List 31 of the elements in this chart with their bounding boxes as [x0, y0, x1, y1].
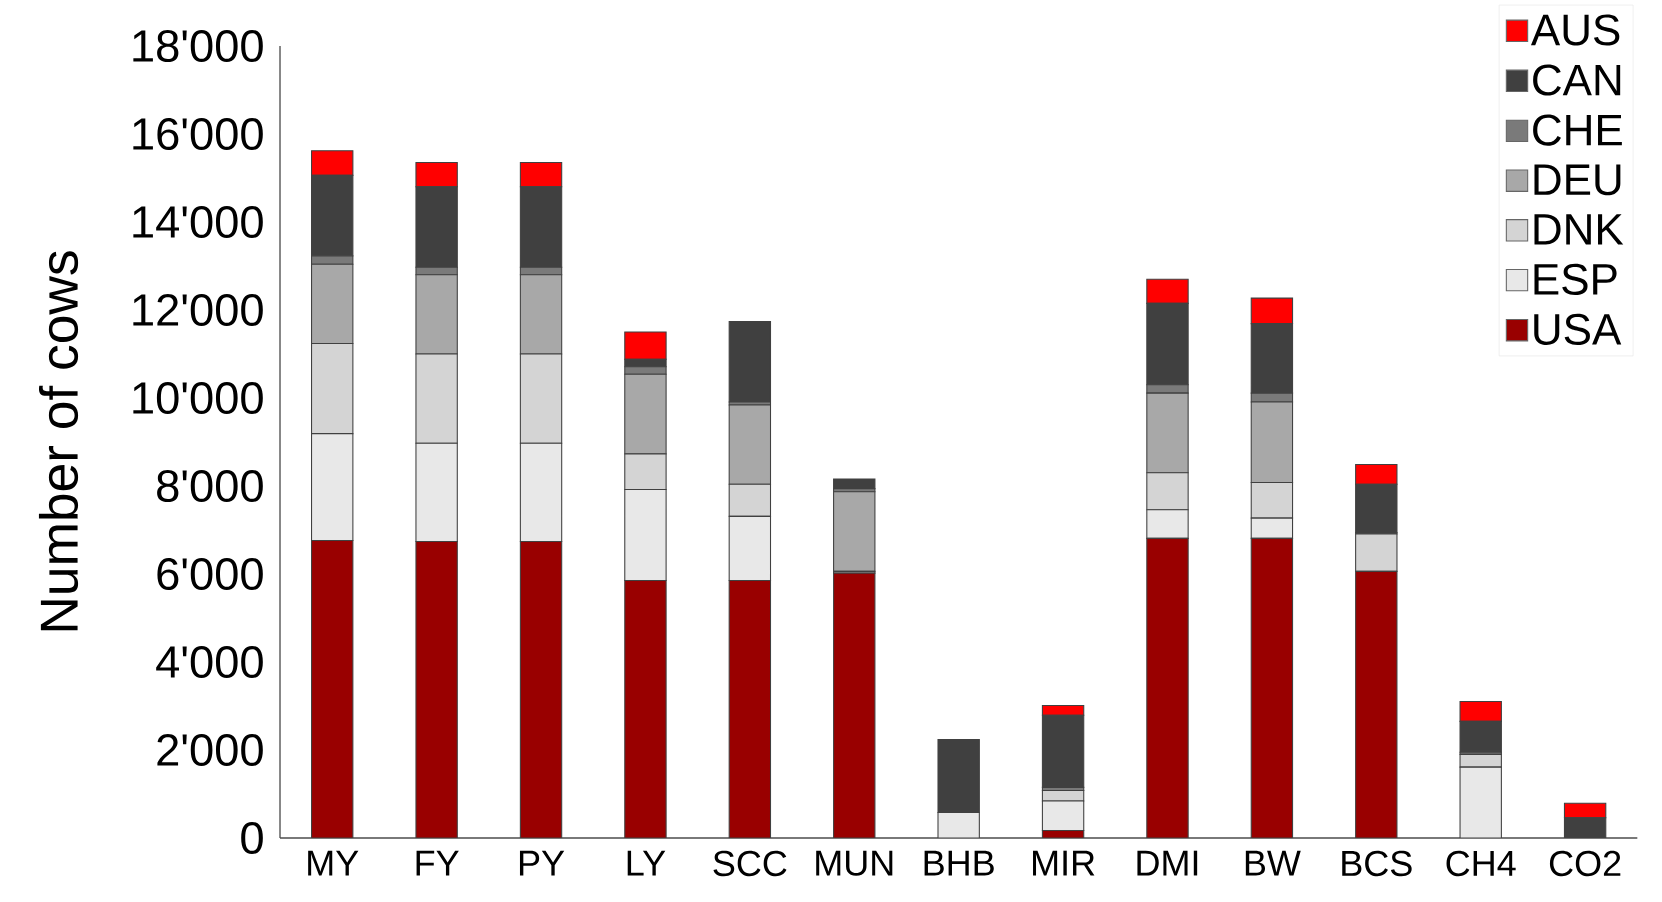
x-tick-label: MUN [816, 850, 893, 876]
x-tick-label: LY [627, 850, 666, 876]
legend-label: CHE [1533, 114, 1622, 146]
y-tick-label: 2'000 [157, 733, 263, 767]
legend-label: AUS [1530, 14, 1620, 46]
y-tick-label: 16'000 [133, 117, 263, 151]
legend-label: USA [1534, 313, 1622, 345]
x-tick-label: FY [416, 850, 459, 876]
y-tick-label: 6'000 [157, 557, 263, 591]
x-tick-label: CH4 [1446, 850, 1516, 877]
y-axis-title: Number of cows [38, 251, 79, 631]
y-tick-label: 8'000 [157, 469, 263, 503]
legend-label: ESP [1534, 263, 1617, 295]
x-tick-label: BW [1245, 850, 1301, 876]
y-tick-label: 14'000 [133, 205, 263, 239]
y-tick-label: 0 [241, 821, 263, 855]
x-tick-label: MIR [1033, 850, 1095, 876]
legend-label: DEU [1534, 164, 1621, 196]
x-tick-label: CO2 [1549, 850, 1621, 877]
legend-label: DNK [1534, 214, 1624, 245]
x-tick-label: DMI [1137, 850, 1198, 876]
x-tick-label: PY [519, 850, 565, 876]
y-tick-label: 12'000 [133, 293, 263, 327]
legend-label: CAN [1533, 64, 1621, 96]
x-tick-label: SCC [713, 850, 787, 877]
y-tick-label: 10'000 [133, 381, 263, 415]
x-tick-label: BHB [924, 850, 994, 876]
x-tick-label: BCS [1342, 850, 1412, 877]
x-tick-label: MY [308, 850, 359, 876]
y-tick-label: 18'000 [133, 29, 263, 63]
y-tick-label: 4'000 [156, 645, 263, 679]
